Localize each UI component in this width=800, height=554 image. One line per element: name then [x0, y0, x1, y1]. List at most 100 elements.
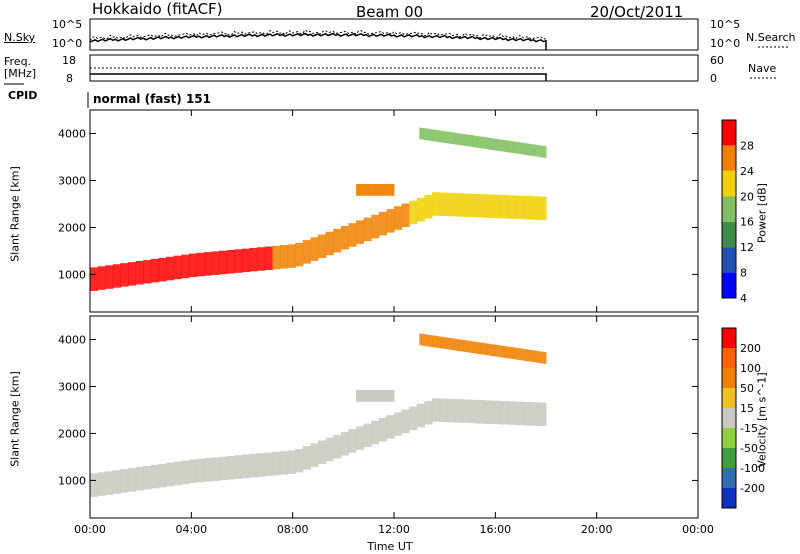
echo-cell [376, 184, 378, 196]
colorbar-segment [722, 428, 736, 448]
echo-cell [377, 390, 379, 402]
echo-cell [120, 263, 129, 287]
echo-cell [527, 143, 530, 156]
echo-cell [472, 135, 475, 148]
echo-cell [419, 333, 422, 346]
echo-cell [389, 184, 391, 196]
echo-cell [510, 347, 513, 359]
echo-cell [364, 390, 366, 402]
echo-cell [302, 446, 311, 470]
echo-cell [530, 196, 539, 220]
echo-cell [359, 184, 361, 196]
echo-cell [364, 184, 366, 196]
echo-cell [376, 390, 378, 402]
echo-cell [529, 143, 532, 156]
echo-cell [310, 237, 319, 261]
echo-cell [425, 128, 429, 141]
echo-cell [461, 133, 465, 146]
echo-cell [543, 352, 547, 364]
echo-cell [249, 453, 258, 478]
echo-cell [432, 129, 435, 142]
echo-cell [378, 390, 380, 402]
echo-cell [387, 184, 389, 196]
echo-cell [375, 390, 377, 402]
echo-cell [434, 335, 437, 348]
echo-cell [97, 472, 106, 496]
echo-cell [427, 128, 431, 141]
echo-cell [484, 137, 488, 149]
echo-cell [375, 184, 377, 196]
echo-cell [363, 184, 365, 196]
echo-cell [491, 344, 494, 356]
echo-cell [387, 390, 389, 402]
echo-cell [366, 184, 368, 196]
echo-cell [459, 133, 462, 146]
echo-cell [373, 390, 375, 402]
echo-cell [380, 184, 382, 196]
echo-cell [448, 132, 452, 144]
colorbar-segment [722, 468, 736, 488]
echo-cell [541, 145, 545, 158]
freq-unit-label: [MHz] [4, 67, 37, 80]
echo-cell [371, 184, 373, 196]
echo-cell [439, 192, 448, 216]
colorbar-segment [722, 408, 736, 428]
echo-cell [531, 144, 534, 156]
echo-cell [356, 390, 358, 402]
echo-cell [390, 184, 392, 196]
echo-cell [541, 351, 545, 364]
echo-cell [527, 349, 530, 362]
echo-cell [538, 402, 547, 427]
echo-cell [196, 252, 205, 277]
echo-cell [158, 257, 167, 282]
echo-cell [499, 345, 503, 358]
echo-cell [438, 336, 441, 349]
echo-cell [501, 345, 505, 358]
echo-cell [467, 340, 471, 353]
echo-cell [386, 184, 388, 196]
echo-cell [380, 390, 382, 402]
echo-cell [493, 344, 496, 357]
echo-cell [446, 131, 450, 144]
echo-cell [367, 390, 369, 402]
echo-cell [467, 134, 471, 147]
echo-cell [378, 390, 380, 402]
echo-cell [211, 457, 220, 481]
colorbar-tick-label: -200 [740, 482, 765, 495]
echo-cell [135, 261, 144, 285]
colorbar-tick-label: 20 [740, 190, 754, 203]
echo-cell [480, 136, 484, 149]
colorbar-segment [722, 368, 736, 388]
y-tick-label: 3000 [58, 174, 86, 187]
echo-cell [482, 137, 486, 149]
echo-cell [530, 402, 539, 426]
echo-cell [470, 399, 479, 424]
echo-cell [363, 390, 365, 402]
echo-cell [503, 346, 507, 358]
echo-cell [524, 143, 528, 155]
echo-cell [356, 184, 358, 196]
echo-cell [478, 342, 481, 355]
freq-left-tick-low: 8 [66, 72, 73, 85]
echo-cell [356, 184, 358, 196]
echo-cell [385, 184, 387, 196]
echo-cell [442, 337, 446, 349]
echo-cell [112, 470, 121, 494]
echo-cell [369, 184, 371, 196]
echo-cell [120, 469, 129, 493]
echo-cell [409, 200, 418, 225]
echo-cell [372, 184, 374, 196]
echo-cell [533, 144, 536, 157]
echo-cell [454, 399, 463, 423]
echo-cell [383, 390, 385, 402]
echo-cell [143, 466, 152, 490]
echo-cell [401, 409, 410, 433]
echo-cell [363, 184, 365, 196]
echo-cell [105, 265, 114, 289]
echo-cell [364, 390, 366, 402]
echo-cell [380, 184, 382, 196]
y-tick-label: 2000 [58, 221, 86, 234]
x-tick-label: 12:00 [378, 523, 410, 536]
echo-cell [416, 197, 425, 222]
echo-cell [181, 460, 190, 485]
